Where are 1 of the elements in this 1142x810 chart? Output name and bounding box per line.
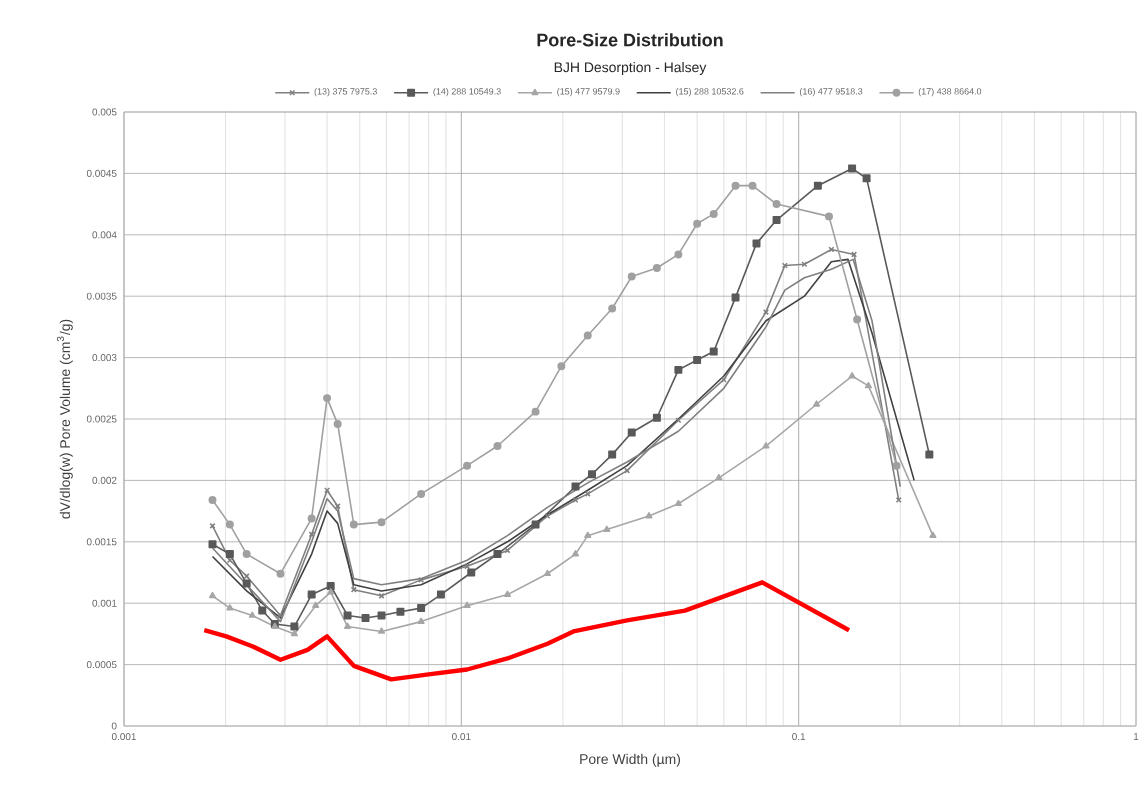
chart-title: Pore-Size Distribution xyxy=(537,33,723,47)
